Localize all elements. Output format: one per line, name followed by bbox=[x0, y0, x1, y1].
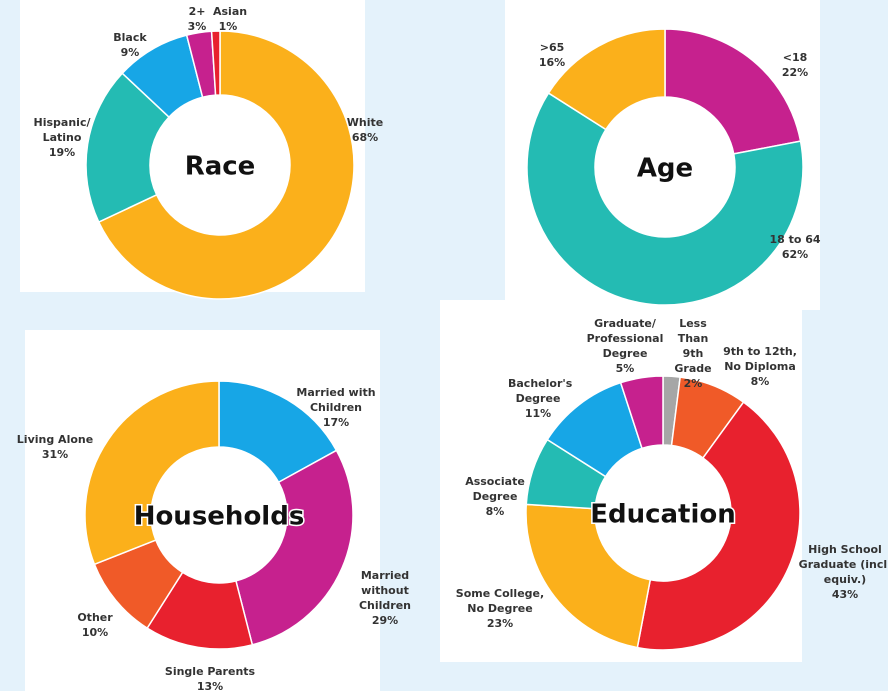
donut-slice bbox=[84, 380, 220, 566]
chart-title: Households bbox=[134, 502, 305, 532]
category-name: Living Alone bbox=[16, 433, 94, 446]
category-name: Less Than 9th Grade bbox=[674, 317, 712, 375]
value-label: 23% bbox=[486, 617, 514, 630]
slice-label: Graduate/ Professional Degree 5% bbox=[585, 316, 665, 376]
slice-label: Other 10% bbox=[70, 610, 120, 640]
value-label: 3% bbox=[187, 20, 207, 33]
donut-slice bbox=[234, 449, 354, 646]
slice-label: 18 to 64 62% bbox=[760, 232, 830, 262]
slice-label: Asian 1% bbox=[213, 4, 248, 34]
value-label: 16% bbox=[538, 56, 566, 69]
category-name: 9th to 12th, No Diploma bbox=[723, 345, 797, 373]
value-label: 5% bbox=[615, 362, 635, 375]
slice-label: 9th to 12th, No Diploma 8% bbox=[723, 344, 798, 389]
chart-title: Age bbox=[637, 154, 693, 184]
category-name: Married with Children bbox=[296, 386, 376, 414]
value-label: 31% bbox=[41, 448, 69, 461]
category-name: 2+ bbox=[188, 5, 206, 18]
category-name: Bachelor's Degree bbox=[508, 377, 573, 405]
slice-label: Some College, No Degree 23% bbox=[453, 586, 548, 631]
value-label: 10% bbox=[81, 626, 109, 639]
value-label: 13% bbox=[196, 680, 224, 691]
category-name: White bbox=[346, 116, 384, 129]
donut-slice bbox=[619, 375, 664, 450]
value-label: 17% bbox=[322, 416, 350, 429]
donut-slice bbox=[526, 92, 804, 306]
value-label: 11% bbox=[524, 407, 552, 420]
chart-title: Education bbox=[590, 500, 736, 530]
slice-label: Hispanic/ Latino 19% bbox=[27, 115, 97, 160]
slice-label: Single Parents 13% bbox=[160, 664, 260, 691]
value-label: 2% bbox=[683, 377, 703, 390]
value-label: 8% bbox=[750, 375, 770, 388]
category-name: Graduate/ Professional Degree bbox=[586, 317, 664, 360]
donut-slice bbox=[210, 30, 221, 96]
slice-label: 2+ 3% bbox=[182, 4, 212, 34]
value-label: 43% bbox=[831, 588, 859, 601]
category-name: Single Parents bbox=[164, 665, 256, 678]
value-label: 1% bbox=[218, 20, 238, 33]
category-name: Asian bbox=[213, 5, 248, 18]
category-name: >65 bbox=[539, 41, 565, 54]
value-label: 68% bbox=[351, 131, 379, 144]
category-name: 18 to 64 bbox=[769, 233, 821, 246]
category-name: Black bbox=[113, 31, 147, 44]
donut-slice bbox=[97, 30, 355, 300]
slice-label: Bachelor's Degree 11% bbox=[508, 376, 573, 421]
category-name: <18 bbox=[782, 51, 808, 64]
donut-slice bbox=[547, 28, 666, 131]
chart-title: Race bbox=[185, 152, 256, 182]
category-name: High School Graduate (incl. equiv.) bbox=[798, 543, 888, 586]
slice-label: White 68% bbox=[335, 115, 395, 145]
slice-label: Black 9% bbox=[105, 30, 155, 60]
slice-label: >65 16% bbox=[532, 40, 572, 70]
value-label: 29% bbox=[371, 614, 399, 627]
donut-slice bbox=[525, 503, 652, 649]
donut-slice bbox=[664, 28, 802, 155]
category-name: Other bbox=[77, 611, 113, 624]
donut-slice bbox=[636, 401, 801, 651]
donut-slice bbox=[85, 72, 171, 224]
slice-label: High School Graduate (incl. equiv.) 43% bbox=[798, 542, 888, 602]
slice-label: Associate Degree 8% bbox=[465, 474, 525, 519]
slice-label: Living Alone 31% bbox=[15, 432, 95, 462]
category-name: Hispanic/ Latino bbox=[33, 116, 91, 144]
slice-label: Married with Children 17% bbox=[286, 385, 386, 430]
category-name: Some College, No Degree bbox=[455, 587, 545, 615]
value-label: 19% bbox=[48, 146, 76, 159]
value-label: 62% bbox=[781, 248, 809, 261]
value-label: 8% bbox=[485, 505, 505, 518]
category-name: Associate Degree bbox=[465, 475, 525, 503]
value-label: 22% bbox=[781, 66, 809, 79]
slice-label: <18 22% bbox=[770, 50, 820, 80]
slice-label: Less Than 9th Grade 2% bbox=[666, 316, 721, 391]
slice-label: Married without Children 29% bbox=[350, 568, 420, 628]
category-name: Married without Children bbox=[358, 569, 412, 612]
value-label: 9% bbox=[120, 46, 140, 59]
